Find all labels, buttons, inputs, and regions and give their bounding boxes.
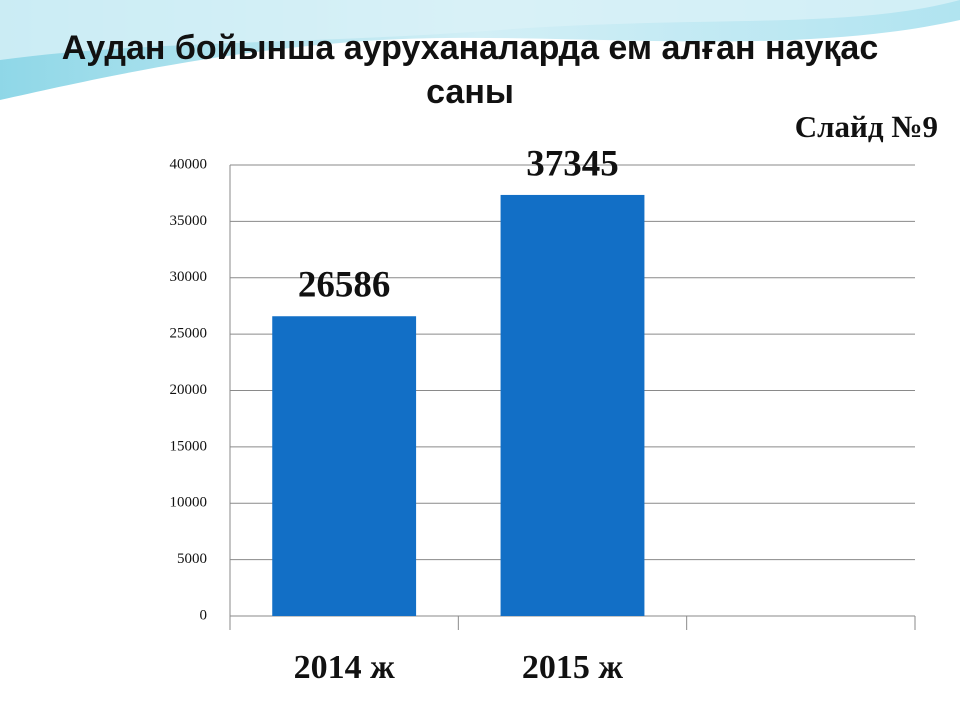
slide-number: Слайд №9 — [795, 109, 938, 144]
chart-title: Аудан бойынша ауруханаларда ем алған нау… — [61, 29, 879, 111]
value-label: 26586 — [298, 265, 391, 306]
y-tick-label: 30000 — [170, 269, 208, 285]
y-tick-label: 15000 — [170, 438, 208, 454]
y-tick-label: 20000 — [170, 382, 208, 398]
y-tick-label: 5000 — [177, 551, 207, 567]
y-tick-label: 40000 — [170, 156, 208, 172]
x-tick-label: 2015 ж — [522, 649, 624, 686]
y-tick-label: 10000 — [170, 495, 208, 511]
bar — [272, 316, 417, 616]
x-tick-label: 2014 ж — [294, 649, 396, 686]
bar — [500, 194, 645, 616]
y-tick-label: 0 — [200, 607, 208, 623]
value-label: 37345 — [526, 143, 619, 184]
background-wave — [0, 0, 960, 60]
y-tick-label: 35000 — [170, 213, 208, 229]
y-tick-label: 25000 — [170, 326, 208, 342]
